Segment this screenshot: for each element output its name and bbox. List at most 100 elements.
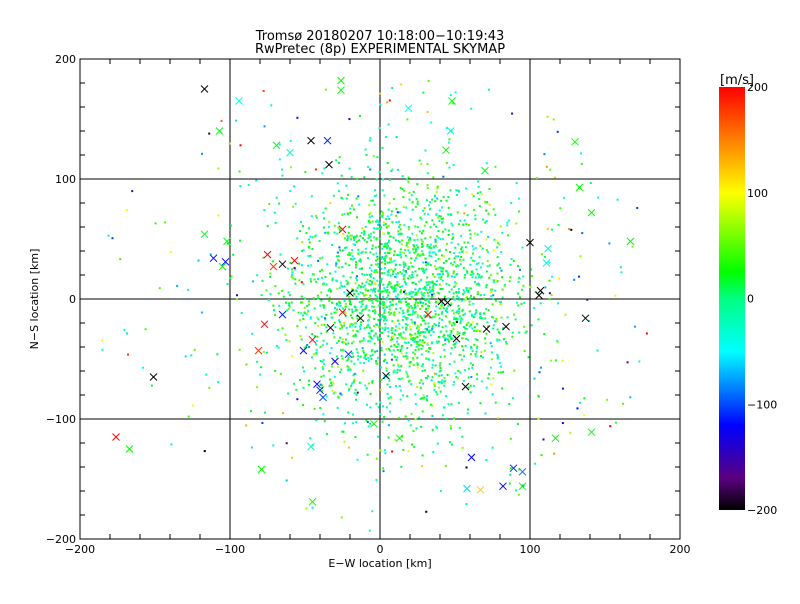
data-dot — [461, 250, 464, 253]
data-dot — [322, 306, 325, 309]
data-dot — [486, 201, 489, 204]
data-dot — [476, 272, 479, 275]
data-dot — [455, 189, 458, 192]
data-dot — [319, 406, 322, 409]
data-dot — [296, 116, 299, 119]
data-dot — [415, 299, 418, 302]
data-dot — [367, 314, 370, 317]
data-dot — [448, 290, 451, 293]
data-dot — [335, 262, 338, 265]
data-dot — [292, 382, 295, 385]
data-dot — [433, 384, 436, 387]
data-dot — [370, 269, 373, 272]
data-dot — [476, 180, 479, 183]
data-dot — [633, 325, 636, 328]
data-dot — [486, 325, 489, 328]
data-dot — [404, 328, 407, 331]
data-dot — [489, 366, 492, 369]
data-dot — [454, 91, 457, 94]
data-dot — [359, 323, 362, 326]
data-dot — [392, 371, 395, 374]
data-dot — [338, 319, 341, 322]
data-cross — [542, 259, 551, 267]
data-dot — [358, 325, 361, 328]
data-cross — [509, 464, 518, 473]
data-dot — [434, 313, 437, 316]
data-dot — [485, 284, 488, 287]
data-dot — [386, 289, 389, 292]
data-dot — [488, 187, 491, 190]
data-dot — [442, 196, 445, 199]
data-dot — [335, 355, 338, 358]
data-dot — [432, 292, 435, 295]
data-dot — [320, 390, 323, 393]
data-dot — [388, 313, 391, 316]
data-dot — [506, 316, 509, 319]
data-dot — [385, 245, 388, 248]
data-dot — [429, 290, 432, 293]
data-dot — [309, 254, 312, 257]
data-dot — [262, 350, 265, 353]
data-dot — [460, 317, 463, 320]
data-dot — [357, 330, 360, 333]
data-dot — [311, 248, 314, 251]
data-dot — [263, 125, 266, 128]
data-dot — [438, 386, 441, 389]
data-dot — [477, 185, 480, 188]
data-dot — [376, 300, 379, 303]
data-dot — [397, 254, 400, 257]
data-dot — [452, 102, 455, 105]
data-dot — [391, 221, 394, 224]
data-cross — [221, 257, 230, 266]
data-cross — [382, 371, 390, 380]
data-dot — [355, 314, 358, 317]
data-dot — [396, 356, 399, 359]
data-dot — [399, 332, 402, 335]
data-dot — [311, 332, 314, 335]
data-dot — [191, 404, 194, 407]
data-dot — [422, 287, 425, 290]
data-dot — [484, 308, 487, 311]
data-dot — [415, 342, 418, 345]
data-dot — [491, 446, 494, 449]
data-dot — [390, 235, 393, 238]
data-dot — [500, 365, 503, 368]
data-dot — [391, 299, 394, 302]
data-dot — [294, 268, 297, 271]
data-dot — [376, 156, 379, 159]
data-dot — [407, 267, 410, 270]
data-dot — [496, 256, 499, 259]
data-dot — [426, 110, 429, 113]
data-dot — [356, 317, 359, 320]
data-dot — [465, 223, 468, 226]
data-dot — [345, 184, 348, 187]
data-dot — [388, 217, 391, 220]
data-dot — [353, 362, 356, 365]
data-dot — [416, 304, 419, 307]
data-dot — [478, 330, 481, 333]
data-dot — [425, 510, 428, 513]
data-dot — [331, 279, 334, 282]
data-dot — [387, 244, 390, 247]
data-dot — [404, 283, 407, 286]
data-dot — [366, 420, 369, 423]
data-dot — [448, 362, 451, 365]
data-dot — [386, 286, 389, 289]
data-dot — [355, 398, 358, 401]
data-dot — [498, 332, 501, 335]
data-dot — [478, 313, 481, 316]
data-dot — [391, 86, 394, 89]
data-dot — [386, 327, 389, 330]
data-dot — [372, 288, 375, 291]
data-dot — [470, 346, 473, 349]
data-dot — [299, 220, 302, 223]
data-dot — [390, 345, 393, 348]
data-dot — [494, 165, 497, 168]
data-dot — [494, 299, 497, 302]
data-dot — [353, 238, 356, 241]
data-dot — [328, 288, 331, 291]
data-dot — [396, 293, 399, 296]
data-dot — [549, 168, 552, 171]
data-dot — [330, 347, 333, 350]
data-dot — [284, 333, 287, 336]
